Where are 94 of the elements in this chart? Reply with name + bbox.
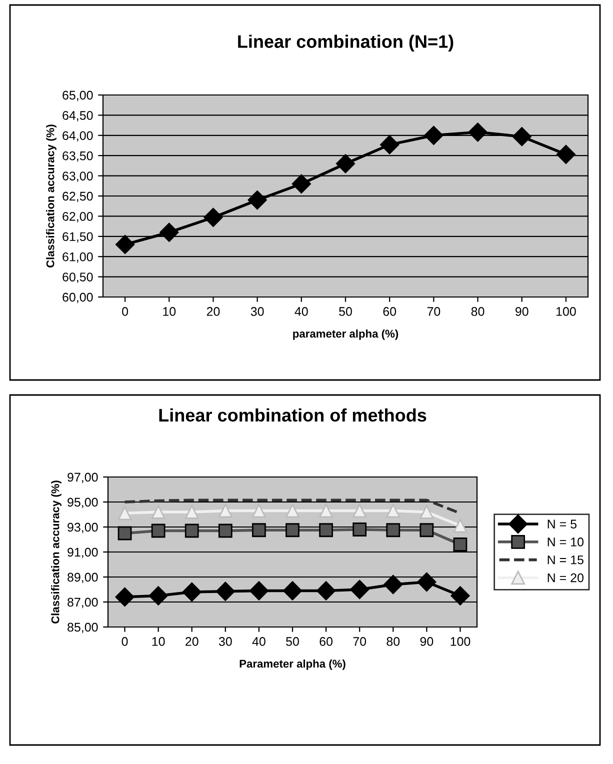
point bbox=[386, 523, 400, 538]
x-tick-label: 10 bbox=[163, 307, 176, 316]
y-tick-label: 63,00 bbox=[62, 172, 93, 182]
y-axis-title: Classification accuracy (%) bbox=[46, 124, 56, 268]
point bbox=[453, 538, 468, 552]
point bbox=[417, 572, 436, 592]
point bbox=[386, 504, 400, 518]
point bbox=[380, 135, 400, 154]
chart-title: Linear combination (N=1) bbox=[238, 34, 454, 52]
legend-label: N = 10 bbox=[548, 538, 584, 546]
point bbox=[204, 208, 223, 227]
point bbox=[160, 222, 179, 242]
y-tick-label: 60,00 bbox=[62, 292, 93, 304]
x-tick-label: 60 bbox=[383, 307, 396, 316]
y-tick-label: 65,00 bbox=[62, 90, 93, 102]
y-tick-label: 97,00 bbox=[68, 472, 98, 484]
point bbox=[184, 524, 199, 538]
x-tick-label: 40 bbox=[252, 637, 266, 646]
x-tick-label: 30 bbox=[250, 307, 264, 316]
point bbox=[151, 524, 166, 538]
point bbox=[424, 126, 444, 145]
point bbox=[468, 122, 488, 142]
x-tick-label: 50 bbox=[339, 307, 352, 316]
point bbox=[249, 581, 268, 600]
point bbox=[420, 523, 434, 538]
point bbox=[118, 526, 132, 540]
point bbox=[252, 523, 266, 538]
point bbox=[118, 506, 132, 520]
point bbox=[319, 523, 333, 538]
point bbox=[252, 504, 266, 518]
point bbox=[450, 586, 470, 606]
y-tick-label: 91,00 bbox=[68, 548, 98, 558]
x-tick-label: 70 bbox=[353, 637, 366, 646]
x-axis-title: parameter alpha (%) bbox=[293, 329, 398, 340]
x-tick-label: 0 bbox=[122, 307, 128, 316]
point bbox=[319, 504, 333, 518]
point bbox=[286, 504, 300, 518]
point bbox=[115, 587, 134, 607]
y-tick-label: 95,00 bbox=[68, 498, 98, 508]
point bbox=[453, 518, 468, 533]
x-tick-label: 80 bbox=[386, 637, 400, 646]
y-tick-label: 64,50 bbox=[62, 111, 93, 122]
point bbox=[556, 144, 576, 164]
point bbox=[216, 582, 235, 601]
point bbox=[350, 580, 370, 600]
y-tick-label: 60,50 bbox=[62, 272, 93, 283]
x-axis-title: Parameter alpha (%) bbox=[240, 659, 346, 670]
y-tick-label: 85,00 bbox=[68, 622, 98, 634]
x-tick-label: 10 bbox=[152, 637, 165, 646]
point bbox=[148, 586, 168, 606]
point bbox=[512, 127, 532, 146]
y-tick-label: 89,00 bbox=[68, 572, 98, 584]
y-tick-label: 61,50 bbox=[62, 232, 93, 243]
y-tick-label: 64,00 bbox=[62, 131, 93, 142]
x-tick-label: 100 bbox=[450, 637, 470, 646]
y-tick-label: 93,00 bbox=[68, 522, 98, 534]
x-tick-label: 70 bbox=[427, 307, 440, 316]
y-tick-label: 61,00 bbox=[62, 252, 93, 263]
point bbox=[316, 581, 336, 600]
legend-label: N = 15 bbox=[548, 556, 584, 564]
x-tick-label: 0 bbox=[122, 637, 128, 646]
point bbox=[282, 581, 302, 600]
x-tick-label: 60 bbox=[320, 637, 333, 646]
x-tick-label: 80 bbox=[471, 307, 484, 316]
point bbox=[286, 523, 300, 538]
x-tick-label: 20 bbox=[206, 307, 220, 316]
point bbox=[336, 154, 356, 174]
legend-label: N = 20 bbox=[548, 573, 584, 582]
point bbox=[352, 522, 367, 536]
point bbox=[184, 505, 199, 519]
x-tick-label: 90 bbox=[516, 307, 528, 316]
point bbox=[151, 505, 166, 519]
x-tick-label: 100 bbox=[556, 307, 576, 316]
point bbox=[352, 504, 367, 518]
x-tick-label: 40 bbox=[294, 307, 308, 316]
point bbox=[182, 582, 202, 602]
y-tick-label: 62,00 bbox=[62, 212, 93, 222]
x-tick-label: 50 bbox=[286, 637, 299, 646]
x-tick-label: 30 bbox=[218, 637, 232, 646]
legend-label: N = 5 bbox=[548, 520, 577, 528]
chart-title: Linear combination of methods bbox=[159, 408, 426, 422]
point bbox=[292, 174, 311, 194]
y-tick-label: 63,50 bbox=[62, 151, 93, 162]
point bbox=[116, 234, 135, 254]
point bbox=[218, 504, 232, 518]
x-tick-label: 20 bbox=[186, 637, 198, 646]
x-tick-label: 90 bbox=[420, 637, 434, 646]
point bbox=[248, 190, 267, 210]
y-tick-label: 87,00 bbox=[68, 598, 98, 608]
y-tick-label: 62,50 bbox=[62, 192, 93, 202]
point bbox=[218, 524, 232, 538]
point bbox=[384, 574, 403, 594]
point bbox=[420, 505, 434, 519]
y-axis-title: Classification accuracy (%) bbox=[51, 480, 62, 624]
